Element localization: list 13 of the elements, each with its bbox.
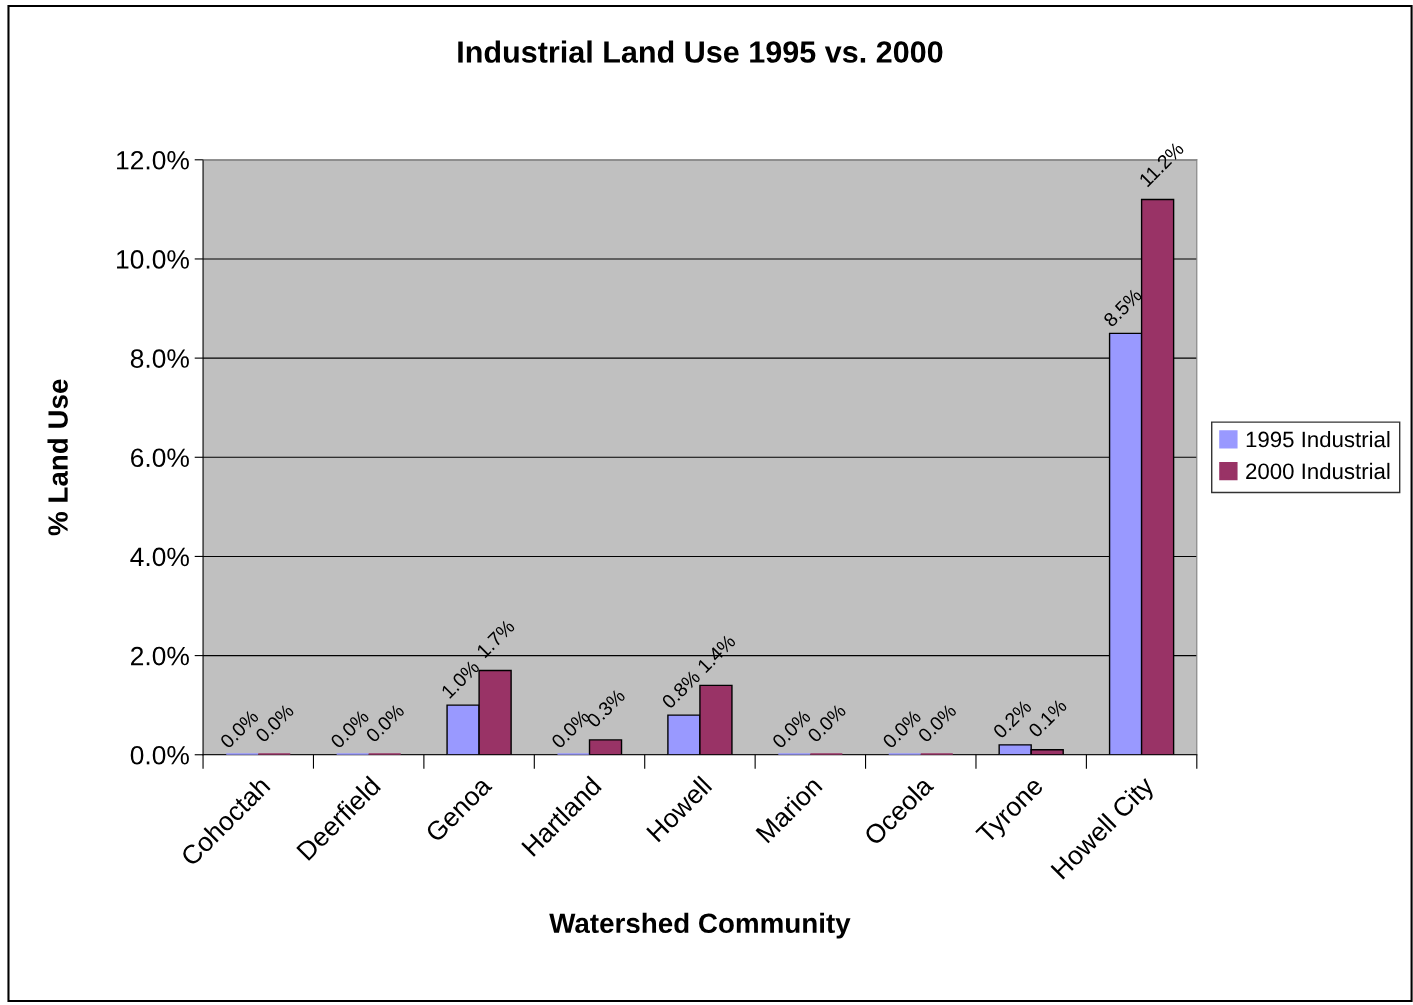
bar [588, 739, 623, 755]
y-tick-label: 2.0% [131, 646, 189, 666]
y-tick-label: 6.0% [131, 448, 189, 468]
y-tick-label: 10.0% [117, 250, 189, 269]
y-tick-label: 12.0% [117, 150, 189, 170]
y-axis-title: % Land Use [47, 379, 68, 536]
y-tick-label: 0.0% [130, 745, 189, 765]
y-tick-label: 4.0% [130, 547, 189, 567]
x-axis-title: Watershed Community [549, 912, 851, 939]
y-tick-label: 8.0% [130, 349, 189, 368]
legend-label: 2000 Industrial [1246, 462, 1390, 480]
chart-title: Industrial Land Use 1995 vs. 2000 [458, 40, 943, 63]
legend-label: 1995 Industrial [1246, 431, 1390, 448]
